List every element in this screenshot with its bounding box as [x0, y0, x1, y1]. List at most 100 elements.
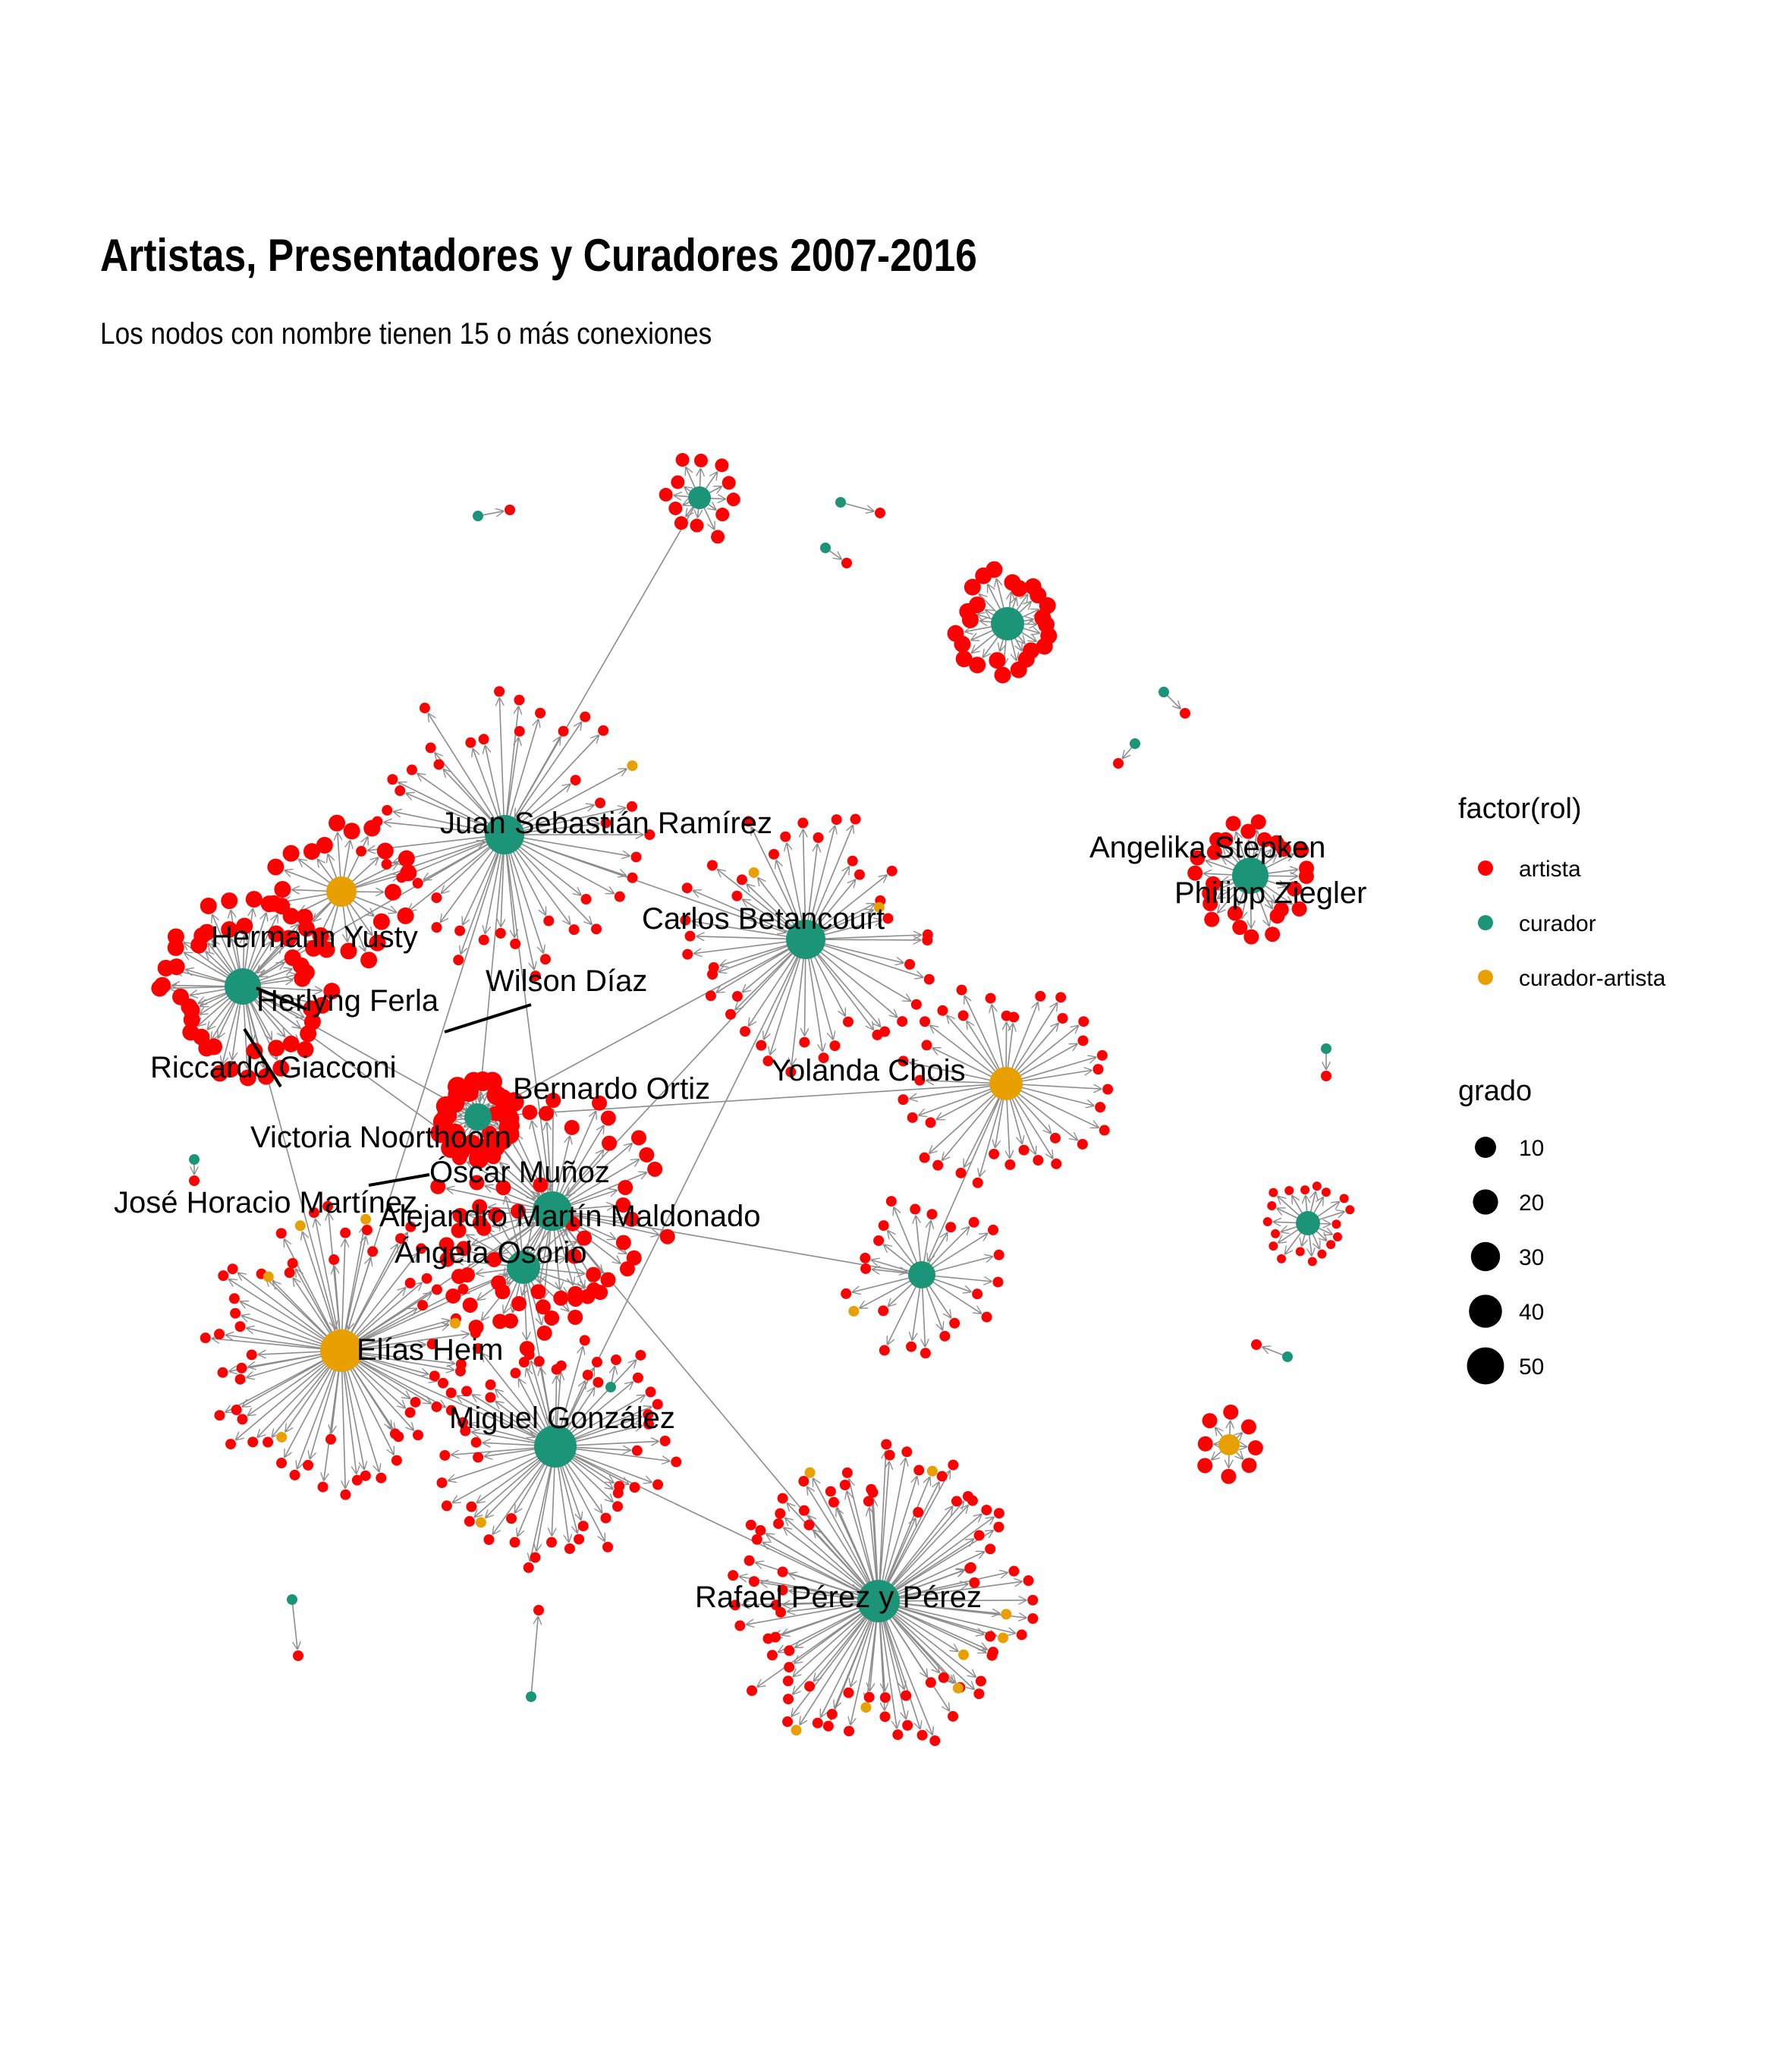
node-label-hermann: Hermann Yusty: [211, 920, 418, 954]
node-artista: [451, 1222, 467, 1238]
node-curador-artista: [804, 1467, 816, 1478]
node-artista: [410, 1396, 421, 1408]
node-artista: [464, 1515, 475, 1527]
node-artista: [981, 1311, 992, 1323]
node-artista: [303, 1000, 320, 1018]
node-artista: [828, 1496, 839, 1508]
node-artista: [1204, 911, 1220, 927]
node-artista: [956, 984, 967, 996]
node-curador-artista: [748, 867, 759, 878]
node-artista: [268, 1040, 285, 1057]
node-artista: [505, 505, 515, 515]
edge: [929, 1083, 1007, 1153]
node-artista: [860, 1252, 871, 1263]
node-artista: [873, 1235, 885, 1246]
node-artista: [964, 1562, 976, 1574]
node-curador: [533, 1191, 572, 1231]
node-artista: [491, 1275, 507, 1291]
node-artista: [1223, 1404, 1239, 1420]
edge: [821, 1600, 879, 1717]
node-artista: [600, 1272, 616, 1288]
node-label-herlyng: Herlyng Ferla: [256, 984, 439, 1018]
node-artista: [445, 1387, 457, 1398]
chart-title: Artistas, Presentadores y Curadores 2007…: [100, 230, 977, 281]
node-artista: [200, 897, 217, 914]
node-artista: [234, 1321, 246, 1332]
node-artista: [303, 1459, 314, 1471]
node-artista: [406, 764, 417, 776]
node-curador: [1159, 687, 1169, 697]
node-artista: [973, 1530, 985, 1541]
node-artista: [972, 1177, 983, 1188]
node-artista: [1221, 1468, 1237, 1484]
legend-size-key: [1470, 1241, 1501, 1272]
edge: [747, 1600, 879, 1625]
node-artista: [611, 1354, 621, 1365]
node-artista: [730, 1600, 741, 1611]
node-artista: [376, 842, 394, 860]
node-artista: [785, 1066, 797, 1078]
node-artista: [925, 1677, 936, 1688]
node-artista: [886, 865, 898, 876]
node-artista: [989, 1148, 1000, 1159]
node-curador: [1296, 1211, 1320, 1235]
node-curador: [1282, 1351, 1293, 1362]
node-artista: [910, 999, 922, 1010]
node-artista: [913, 1465, 925, 1476]
node-artista: [369, 934, 386, 952]
legend-label-curador-artista: curador-artista: [1519, 966, 1666, 991]
node-artista: [639, 1147, 655, 1163]
node-curador-artista: [276, 1431, 288, 1443]
node-artista: [289, 1469, 300, 1480]
node-curador-artista: [360, 1213, 372, 1225]
node-artista: [460, 1425, 471, 1436]
node-curador-artista: [860, 1702, 872, 1713]
node-artista: [1262, 1216, 1272, 1226]
node-artista: [994, 666, 1011, 684]
node-artista: [200, 1332, 211, 1344]
node-artista: [919, 1152, 930, 1163]
node-artista: [804, 1681, 816, 1692]
node-artista: [245, 891, 263, 908]
node-artista: [706, 860, 718, 871]
edge: [504, 834, 549, 1190]
node-artista: [812, 1717, 823, 1729]
node-artista: [217, 1367, 228, 1378]
node-artista: [461, 1386, 473, 1397]
node-artista: [932, 1159, 944, 1171]
node-artista: [1113, 758, 1124, 769]
node-artista: [1312, 1181, 1322, 1191]
node-artista: [907, 1112, 918, 1123]
node-artista: [469, 1175, 485, 1191]
node-curador-artista: [475, 1517, 486, 1528]
node-artista: [1099, 1125, 1110, 1136]
node-artista: [439, 1449, 451, 1461]
edge: [752, 827, 806, 940]
edge: [878, 1451, 886, 1602]
node-artista: [580, 711, 591, 722]
node-curador-artista: [791, 1725, 802, 1736]
node-artista: [274, 881, 291, 898]
edge: [429, 714, 505, 835]
node-artista: [198, 923, 215, 941]
node-artista: [441, 1500, 452, 1512]
node-label-riccardo: Riccardo Giacconi: [150, 1051, 397, 1084]
node-curador: [605, 1382, 616, 1392]
edge: [229, 1279, 342, 1351]
node-artista: [1345, 1205, 1355, 1215]
edge: [878, 1515, 981, 1602]
node-artista: [510, 1367, 521, 1379]
node-artista: [879, 1711, 891, 1723]
node-artista: [518, 1357, 530, 1368]
edge: [408, 834, 505, 911]
node-artista: [246, 1349, 257, 1361]
edge: [766, 1534, 879, 1602]
node-artista: [968, 1216, 979, 1228]
node-label-carlos: Carlos Betancourt: [642, 902, 885, 936]
node-artista: [1206, 845, 1222, 860]
edge: [565, 939, 806, 1426]
node-artista: [514, 725, 525, 737]
edge: [212, 1339, 342, 1351]
edge: [878, 1531, 993, 1602]
node-artista: [734, 1620, 746, 1631]
